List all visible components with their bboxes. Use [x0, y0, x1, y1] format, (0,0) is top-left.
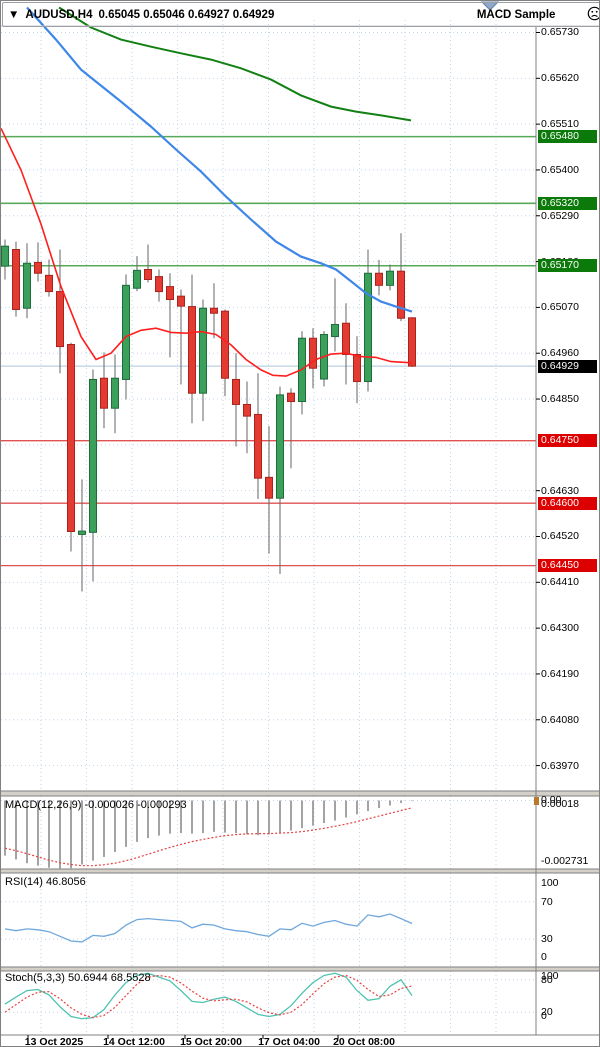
bull-candle[interactable]: [122, 284, 130, 380]
price-badge-red: 0.64600: [538, 496, 597, 510]
bear-candle[interactable]: [221, 310, 229, 379]
price-tick-label: 0.65510: [541, 118, 579, 131]
price-tick-label: 0.65730: [541, 26, 579, 39]
bull-candle[interactable]: [133, 269, 141, 289]
stoch-tick-0: 0: [541, 1010, 547, 1022]
price-tick-label: 0.64300: [541, 622, 579, 635]
bear-candle[interactable]: [287, 392, 295, 403]
price-badge-green: 0.65170: [538, 259, 597, 273]
macd-axis-marker: [534, 797, 539, 805]
rsi-tick-30: 30: [541, 933, 553, 946]
rsi-label: RSI(14) 46.8056: [5, 876, 86, 888]
bear-candle[interactable]: [353, 353, 361, 383]
bull-candle[interactable]: [331, 323, 339, 338]
bear-candle[interactable]: [375, 272, 383, 286]
time-axis-label: 17 Oct 04:00: [258, 1036, 320, 1047]
bear-candle[interactable]: [45, 274, 53, 293]
bear-candle[interactable]: [188, 306, 196, 394]
bull-candle[interactable]: [89, 378, 97, 533]
bear-candle[interactable]: [67, 343, 75, 533]
price-tick-label: 0.65400: [541, 163, 579, 176]
bull-candle[interactable]: [276, 394, 284, 499]
price-tick-label: 0.65070: [541, 301, 579, 314]
bear-candle[interactable]: [309, 337, 317, 369]
price-tick-label: 0.64080: [541, 713, 579, 726]
stoch-tick-100: 100: [541, 970, 559, 982]
bull-candle[interactable]: [364, 272, 372, 383]
stoch-tick-80: 80: [541, 974, 553, 986]
bull-candle[interactable]: [23, 262, 31, 309]
price-tick-label: 0.64960: [541, 347, 579, 360]
bear-candle[interactable]: [12, 249, 20, 310]
rsi-tick-100: 100: [541, 877, 559, 889]
collapse-arrow-icon[interactable]: ▼: [8, 8, 20, 21]
bear-candle[interactable]: [34, 261, 42, 274]
macd-tick-zero: 0.00: [541, 794, 562, 806]
time-axis-label: 13 Oct 2025: [24, 1036, 84, 1047]
bear-candle[interactable]: [144, 269, 152, 280]
time-axis-label: 14 Oct 12:00: [103, 1036, 165, 1047]
bear-candle[interactable]: [210, 307, 218, 314]
bear-candle[interactable]: [265, 476, 273, 499]
price-tick-label: 0.65290: [541, 209, 579, 222]
bull-candle[interactable]: [386, 270, 394, 286]
price-tick-label: 0.63970: [541, 759, 579, 772]
price-tick-label: 0.64520: [541, 530, 579, 543]
price-badge-green: 0.65320: [538, 196, 597, 210]
price-tick-label: 0.64410: [541, 576, 579, 589]
bear-candle[interactable]: [155, 276, 163, 293]
bear-candle[interactable]: [232, 378, 240, 405]
price-badge-red: 0.64750: [538, 434, 597, 448]
price-badge-green: 0.65480: [538, 130, 597, 144]
macd-tick-top: 0.00018: [541, 798, 579, 810]
bear-candle[interactable]: [100, 377, 108, 409]
bear-candle[interactable]: [166, 286, 174, 300]
price-badge-red: 0.64450: [538, 559, 597, 573]
time-axis-label: 15 Oct 20:00: [180, 1036, 242, 1047]
stoch-tick-20: 20: [541, 1006, 553, 1018]
bull-candle[interactable]: [1, 245, 9, 267]
bear-candle[interactable]: [254, 413, 262, 479]
bear-candle[interactable]: [177, 295, 185, 307]
bear-candle[interactable]: [397, 270, 405, 319]
bull-candle[interactable]: [111, 377, 119, 409]
price-tick-label: 0.65620: [541, 72, 579, 85]
price-tick-label: 0.64190: [541, 667, 579, 680]
bear-candle[interactable]: [342, 322, 350, 355]
bear-candle[interactable]: [408, 317, 416, 367]
bear-candle[interactable]: [243, 403, 251, 417]
chart-shift-marker-icon[interactable]: [480, 1, 500, 11]
rsi-tick-0: 0: [541, 951, 547, 963]
bull-candle[interactable]: [199, 307, 207, 394]
rsi-tick-70: 70: [541, 895, 553, 908]
price-badge-black: 0.64929: [538, 359, 597, 373]
stoch-label: Stoch(5,3,3) 50.6944 68.5528: [5, 972, 151, 984]
bear-candle[interactable]: [56, 291, 64, 348]
macd-label: MACD(12,26,9) -0.000026 -0.000293: [5, 799, 187, 811]
price-tick-label: 0.64630: [541, 484, 579, 497]
price-tick-label: 0.64850: [541, 393, 579, 406]
macd-tick-bottom: -0.002731: [541, 855, 589, 867]
bull-candle[interactable]: [78, 530, 86, 535]
time-axis-label: 20 Oct 08:00: [333, 1036, 395, 1047]
